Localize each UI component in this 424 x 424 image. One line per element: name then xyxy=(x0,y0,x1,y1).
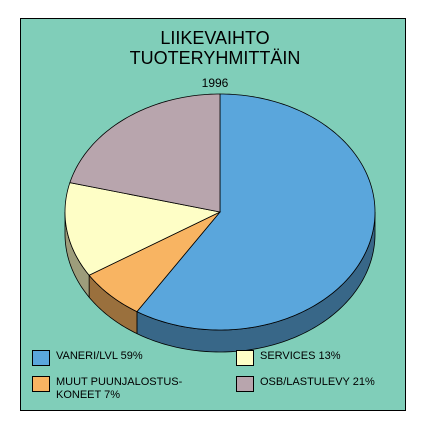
legend: VANERI/LVL 59% MUUT PUUNJALOSTUS-KONEET 7… xyxy=(32,350,406,402)
legend-label: OSB/LASTULEVY 21% xyxy=(260,376,406,389)
slice xyxy=(69,93,221,213)
legend-value: 59% xyxy=(120,350,143,362)
legend-label: MUUT PUUNJALOSTUS-KONEET 7% xyxy=(56,376,206,402)
legend-category: VANERI/LVL xyxy=(56,350,118,362)
legend-swatch xyxy=(236,350,254,366)
legend-value: 7% xyxy=(104,389,120,401)
legend-item: OSB/LASTULEVY 21% xyxy=(236,376,406,402)
legend-item: VANERI/LVL 59% xyxy=(32,350,236,376)
legend-swatch xyxy=(32,350,50,366)
legend-category: OSB/LASTULEVY xyxy=(260,376,350,388)
legend-label: VANERI/LVL 59% xyxy=(56,350,206,363)
legend-category: SERVICES xyxy=(260,350,316,362)
legend-category: MUUT PUUNJALOSTUS-KONEET xyxy=(56,376,183,401)
legend-label: SERVICES 13% xyxy=(260,350,406,363)
legend-value: 13% xyxy=(318,350,341,362)
slice xyxy=(136,93,376,331)
chart-title: LIIKEVAIHTO TUOTERYHMITTÄIN xyxy=(129,28,301,68)
legend-swatch xyxy=(236,376,254,392)
legend-item: SERVICES 13% xyxy=(236,350,406,376)
legend-item: MUUT PUUNJALOSTUS-KONEET 7% xyxy=(32,376,236,402)
chart-subtitle: 1996 xyxy=(201,76,229,90)
slice xyxy=(88,211,221,313)
slice xyxy=(64,182,222,276)
legend-value: 21% xyxy=(352,376,375,388)
legend-swatch xyxy=(32,376,50,392)
